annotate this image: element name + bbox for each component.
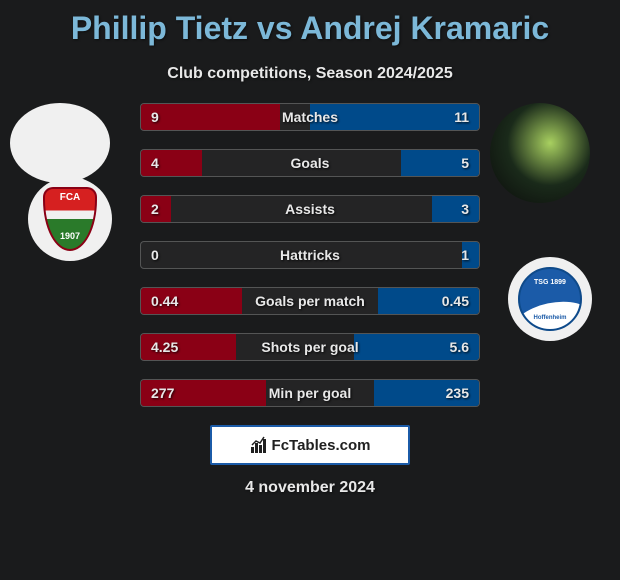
comparison-content: FCA 1907 TSG 1899 Hoffenheim 9 11 Matches 4… xyxy=(0,103,620,497)
stat-label: Min per goal xyxy=(269,385,351,401)
stat-row: 277 235 Min per goal xyxy=(140,379,480,407)
stat-value-right: 235 xyxy=(446,385,469,401)
comparison-title: Phillip Tietz vs Andrej Kramaric xyxy=(0,0,620,47)
stat-row: 9 11 Matches xyxy=(140,103,480,131)
club-right-circle-icon: TSG 1899 Hoffenheim xyxy=(518,267,582,331)
stat-value-left: 4 xyxy=(151,155,159,171)
club-right-top-text: TSG 1899 xyxy=(520,279,580,286)
stat-label: Shots per goal xyxy=(261,339,358,355)
player-right-avatar xyxy=(490,103,590,203)
stat-value-right: 5 xyxy=(461,155,469,171)
footer-attribution[interactable]: FcTables.com xyxy=(210,425,410,465)
club-left-year: 1907 xyxy=(45,231,95,241)
stat-row: 0.44 0.45 Goals per match xyxy=(140,287,480,315)
stat-bar-left xyxy=(141,104,280,130)
vs-separator: vs xyxy=(257,10,293,46)
subtitle: Club competitions, Season 2024/2025 xyxy=(0,65,620,83)
player-left-avatar xyxy=(10,103,110,183)
stat-value-left: 0.44 xyxy=(151,293,178,309)
stat-value-left: 9 xyxy=(151,109,159,125)
stat-value-right: 11 xyxy=(454,109,469,125)
stat-row: 4 5 Goals xyxy=(140,149,480,177)
stat-value-left: 0 xyxy=(151,247,159,263)
player-right-name: Andrej Kramaric xyxy=(300,10,549,46)
stat-value-left: 4.25 xyxy=(151,339,178,355)
stat-value-left: 277 xyxy=(151,385,174,401)
stat-label: Goals xyxy=(291,155,330,171)
stat-value-right: 5.6 xyxy=(450,339,469,355)
stat-row: 2 3 Assists xyxy=(140,195,480,223)
stat-row: 0 1 Hattricks xyxy=(140,241,480,269)
stat-bars-container: 9 11 Matches 4 5 Goals 2 3 Assists 0 1 Hattricks 0.4… xyxy=(140,103,480,407)
stat-value-right: 3 xyxy=(461,201,469,217)
stat-label: Matches xyxy=(282,109,338,125)
stat-value-left: 2 xyxy=(151,201,159,217)
stat-bar-right xyxy=(432,196,479,222)
stat-label: Assists xyxy=(285,201,335,217)
stat-row: 4.25 5.6 Shots per goal xyxy=(140,333,480,361)
club-left-badge: FCA 1907 xyxy=(28,177,112,261)
chart-icon xyxy=(250,436,268,454)
stat-value-right: 0.45 xyxy=(442,293,469,309)
club-left-code: FCA xyxy=(45,192,95,203)
player-left-name: Phillip Tietz xyxy=(71,10,248,46)
club-left-shield-icon: FCA 1907 xyxy=(43,187,97,251)
club-right-bottom-text: Hoffenheim xyxy=(520,315,580,321)
stat-label: Goals per match xyxy=(255,293,365,309)
comparison-date: 4 november 2024 xyxy=(0,479,620,497)
stat-label: Hattricks xyxy=(280,247,340,263)
club-right-badge: TSG 1899 Hoffenheim xyxy=(508,257,592,341)
footer-label: FcTables.com xyxy=(272,437,371,454)
stat-value-right: 1 xyxy=(461,247,469,263)
club-right-swoosh-icon xyxy=(518,295,582,331)
